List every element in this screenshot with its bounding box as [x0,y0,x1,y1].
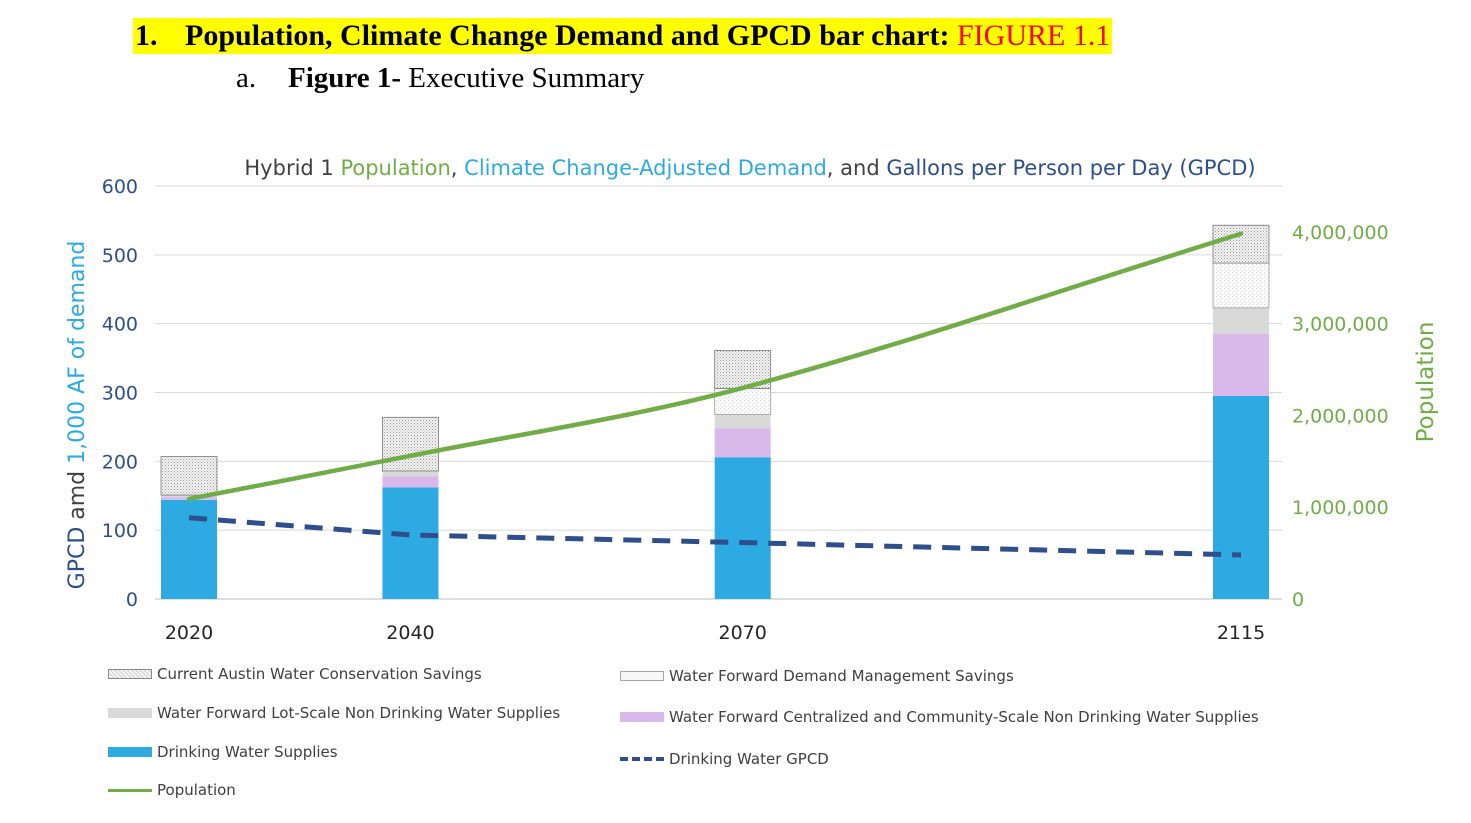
legend-swatch-lot [108,708,152,718]
legend-swatch-demand [620,671,664,681]
bar-drinking-water [1213,395,1269,599]
gpcd-line [188,515,1242,558]
bar-current-conservation [382,416,439,472]
bar-current-conservation [1212,224,1270,264]
bar-lot-scale [1213,307,1269,334]
y-axis-title: GPCD amd 1,000 AF of demand [65,241,90,590]
population-line [186,231,1244,502]
bar-centralized [382,476,439,488]
chart-title: Hybrid 1 Population, Climate Change-Adju… [244,156,1255,180]
legend-label: Drinking Water Supplies [157,743,338,761]
y-tick-label: 600 [102,176,138,198]
chart-title-part: Gallons per Person per Day (GPCD) [886,156,1255,180]
y-axis-title-part: amd [65,464,90,520]
heading-figure-ref: FIGURE 1.1 [956,19,1111,52]
x-tick-label: 2020 [165,622,213,644]
chart-title-part: , and [827,156,887,180]
heading-number: 1. [135,19,158,52]
y-tick-label: 0 [126,589,138,611]
sub-heading: a. Figure 1- Executive Summary [236,60,644,96]
bar-lot-scale [161,495,217,498]
x-tick-label: 2040 [386,622,434,644]
section-heading: 1. Population, Climate Change Demand and … [133,18,1113,54]
sub-heading-bold: Figure 1- [288,62,402,94]
legend-label: Water Forward Demand Management Savings [669,667,1014,685]
legend-swatch-drink [108,747,152,757]
heading-text: Population, Climate Change Demand and GP… [185,19,957,52]
tick-layer: 0 100 200 300 400 500 600 0 1,000,000 2,000,000 3,… [102,176,1389,644]
y2-tick-label: 1,000,000 [1292,497,1389,519]
legend-drinking-water: Drinking Water Supplies [108,743,338,761]
legend-population: Population [108,781,236,799]
y-tick-label: 100 [102,520,138,542]
legend-swatch-current [108,669,152,679]
bar-current-conservation [160,456,218,496]
bar-lot-scale [382,470,439,477]
y2-tick-label: 4,000,000 [1292,222,1389,244]
chart-title-part: , [451,156,464,180]
bar-centralized [1213,333,1269,396]
y-tick-label: 400 [102,314,138,336]
sub-heading-text: Executive Summary [401,62,645,94]
legend-centralized: Water Forward Centralized and Community-… [620,708,1259,726]
y-axis-title-part: 1,000 AF of demand [65,241,90,464]
x-tick-label: 2115 [1217,622,1265,644]
bar-drinking-water [382,487,439,599]
chart-title-part: Climate Change-Adjusted Demand [464,156,827,180]
y2-axis-title: Population [1413,322,1439,443]
bar-centralized [714,428,771,458]
legend-lot-scale: Water Forward Lot-Scale Non Drinking Wat… [108,704,560,722]
y-tick-label: 200 [102,451,138,473]
chart-title-part: Hybrid 1 [244,156,340,180]
legend-demand-management: Water Forward Demand Management Savings [620,667,1014,685]
y2-tick-label: 0 [1292,589,1304,611]
y2-tick-label: 2,000,000 [1292,405,1389,427]
bar-drinking-water [161,499,217,599]
y-tick-label: 500 [102,245,138,267]
legend-label: Drinking Water GPCD [669,750,829,768]
legend-label: Water Forward Centralized and Community-… [669,708,1259,726]
bar-lot-scale [714,414,771,429]
chart-title-part: Population [340,156,450,180]
x-tick-label: 2070 [719,622,767,644]
y-tick-label: 300 [102,383,138,405]
legend-swatch-central [620,712,664,722]
sub-heading-letter: a. [236,62,257,94]
bar-layer [160,224,1270,599]
legend-current-conservation: Current Austin Water Conservation Saving… [108,665,482,683]
legend-swatch-pop [108,788,152,792]
bar-demand-management [1212,262,1270,309]
bar-drinking-water [714,457,771,599]
legend-gpcd: Drinking Water GPCD [620,750,829,768]
legend-label: Current Austin Water Conservation Saving… [157,665,482,683]
y-axis-title-part: GPCD [65,520,90,590]
legend-label: Water Forward Lot-Scale Non Drinking Wat… [157,704,561,722]
line-layer [186,231,1244,558]
legend-label: Population [157,781,236,799]
legend-swatch-gpcd [620,757,664,761]
y2-tick-label: 3,000,000 [1292,314,1389,336]
